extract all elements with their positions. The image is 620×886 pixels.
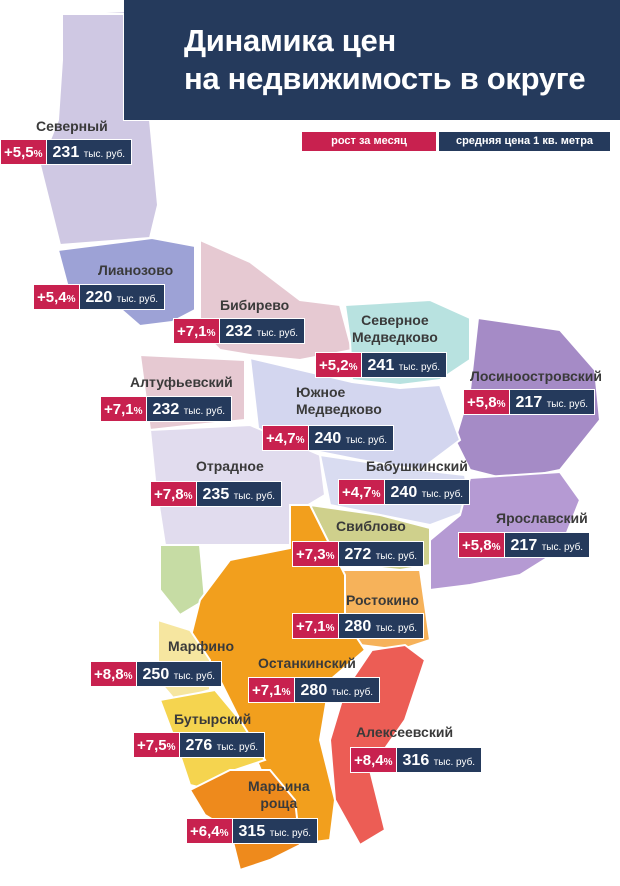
- district-name-yuzhnoe-medvedkovo: Южное Медведково: [296, 384, 382, 417]
- region-ostankinsky[interactable]: [188, 504, 367, 847]
- district-tag-maryina-roscha[interactable]: +6,4% 315 тыс. руб.: [186, 818, 319, 844]
- price-badge: 280 тыс. руб.: [294, 677, 381, 703]
- district-name-severny: Северный: [36, 118, 108, 134]
- region-lianozovo[interactable]: [56, 236, 196, 328]
- district-name-butyrsky: Бутырский: [174, 711, 252, 727]
- price-badge: 232 тыс. руб.: [146, 396, 233, 422]
- district-name-severnoe-medvedkovo: Северное Медведково: [352, 312, 438, 345]
- district-name-bibirevo: Бибирево: [220, 297, 290, 313]
- district-tag-losinoostrovsky[interactable]: +5,8% 217 тыс. руб.: [463, 389, 596, 415]
- growth-badge: +7,1%: [173, 318, 220, 344]
- title-block: Динамика цен на недвижимость в округе: [124, 0, 620, 120]
- district-tag-yaroslavsky[interactable]: +5,8% 217 тыс. руб.: [458, 532, 591, 558]
- price-badge: 240 тыс. руб.: [384, 479, 471, 505]
- price-badge: 231 тыс. руб.: [46, 139, 133, 165]
- district-tag-alekseevsky[interactable]: +8,4% 316 тыс. руб.: [350, 747, 483, 773]
- legend-price: средняя цена 1 кв. метра: [439, 132, 610, 151]
- growth-badge: +7,1%: [248, 677, 295, 703]
- district-tag-severnoe-medvedkovo[interactable]: +5,2% 241 тыс. руб.: [315, 352, 448, 378]
- price-badge: 235 тыс. руб.: [196, 481, 283, 507]
- district-tag-butyrsky[interactable]: +7,5% 276 тыс. руб.: [133, 732, 266, 758]
- district-name-sviblovo: Свиблово: [336, 518, 406, 534]
- district-name-alekseevsky: Алексеевский: [356, 724, 454, 740]
- price-badge: 276 тыс. руб.: [179, 732, 266, 758]
- district-tag-severny[interactable]: +5,5% 231 тыс. руб.: [0, 139, 133, 165]
- growth-badge: +7,5%: [133, 732, 180, 758]
- growth-badge: +5,5%: [0, 139, 47, 165]
- growth-badge: +4,7%: [338, 479, 385, 505]
- growth-badge: +5,2%: [315, 352, 362, 378]
- price-badge: 240 тыс. руб.: [308, 425, 395, 451]
- title-line-1: Динамика цен: [184, 23, 396, 58]
- district-name-ostankinsky: Останкинский: [258, 655, 356, 671]
- district-name-otradnoe: Отрадное: [196, 458, 264, 474]
- district-tag-rostokino[interactable]: +7,1% 280 тыс. руб.: [292, 613, 425, 639]
- district-tag-sviblovo[interactable]: +7,3% 272 тыс. руб.: [292, 541, 425, 567]
- price-badge: 280 тыс. руб.: [338, 613, 425, 639]
- growth-badge: +6,4%: [186, 818, 233, 844]
- district-name-altufievsky: Алтуфьевский: [130, 374, 233, 390]
- district-name-rostokino: Ростокино: [346, 592, 419, 608]
- growth-badge: +7,1%: [100, 396, 147, 422]
- legend-growth: рост за месяц: [302, 132, 436, 151]
- price-badge: 232 тыс. руб.: [219, 318, 306, 344]
- district-tag-lianozovo[interactable]: +5,4% 220 тыс. руб.: [33, 284, 166, 310]
- district-tag-babushkinsky[interactable]: +4,7% 240 тыс. руб.: [338, 479, 471, 505]
- price-badge: 217 тыс. руб.: [504, 532, 591, 558]
- district-name-lianozovo: Лианозово: [98, 262, 174, 278]
- price-badge: 250 тыс. руб.: [136, 661, 223, 687]
- growth-badge: +7,1%: [292, 613, 339, 639]
- district-name-maryina-roscha: Марьина роща: [248, 778, 310, 811]
- price-badge: 241 тыс. руб.: [361, 352, 448, 378]
- growth-badge: +4,7%: [262, 425, 309, 451]
- growth-badge: +5,8%: [458, 532, 505, 558]
- district-name-losinoostrovsky: Лосиноостровский: [470, 368, 602, 384]
- price-badge: 220 тыс. руб.: [79, 284, 166, 310]
- page-title: Динамика цен на недвижимость в округе: [184, 22, 586, 98]
- district-name-yaroslavsky: Ярославский: [496, 510, 588, 526]
- region-green-park: [159, 544, 207, 617]
- region-alekseevsky[interactable]: [328, 643, 427, 847]
- growth-badge: +8,8%: [90, 661, 137, 687]
- district-tag-ostankinsky[interactable]: +7,1% 280 тыс. руб.: [248, 677, 381, 703]
- district-tag-marfino[interactable]: +8,8% 250 тыс. руб.: [90, 661, 223, 687]
- growth-badge: +8,4%: [350, 747, 397, 773]
- growth-badge: +7,8%: [150, 481, 197, 507]
- growth-badge: +7,3%: [292, 541, 339, 567]
- growth-badge: +5,8%: [463, 389, 510, 415]
- price-badge: 315 тыс. руб.: [232, 818, 319, 844]
- district-tag-otradnoe[interactable]: +7,8% 235 тыс. руб.: [150, 481, 283, 507]
- price-badge: 316 тыс. руб.: [396, 747, 483, 773]
- title-line-2: на недвижимость в округе: [184, 61, 586, 96]
- price-badge: 272 тыс. руб.: [338, 541, 425, 567]
- district-name-babushkinsky: Бабушкинский: [366, 458, 468, 474]
- district-tag-bibirevo[interactable]: +7,1% 232 тыс. руб.: [173, 318, 306, 344]
- price-badge: 217 тыс. руб.: [509, 389, 596, 415]
- district-name-marfino: Марфино: [168, 638, 235, 654]
- district-tag-yuzhnoe-medvedkovo[interactable]: +4,7% 240 тыс. руб.: [262, 425, 395, 451]
- growth-badge: +5,4%: [33, 284, 80, 310]
- district-tag-altufievsky[interactable]: +7,1% 232 тыс. руб.: [100, 396, 233, 422]
